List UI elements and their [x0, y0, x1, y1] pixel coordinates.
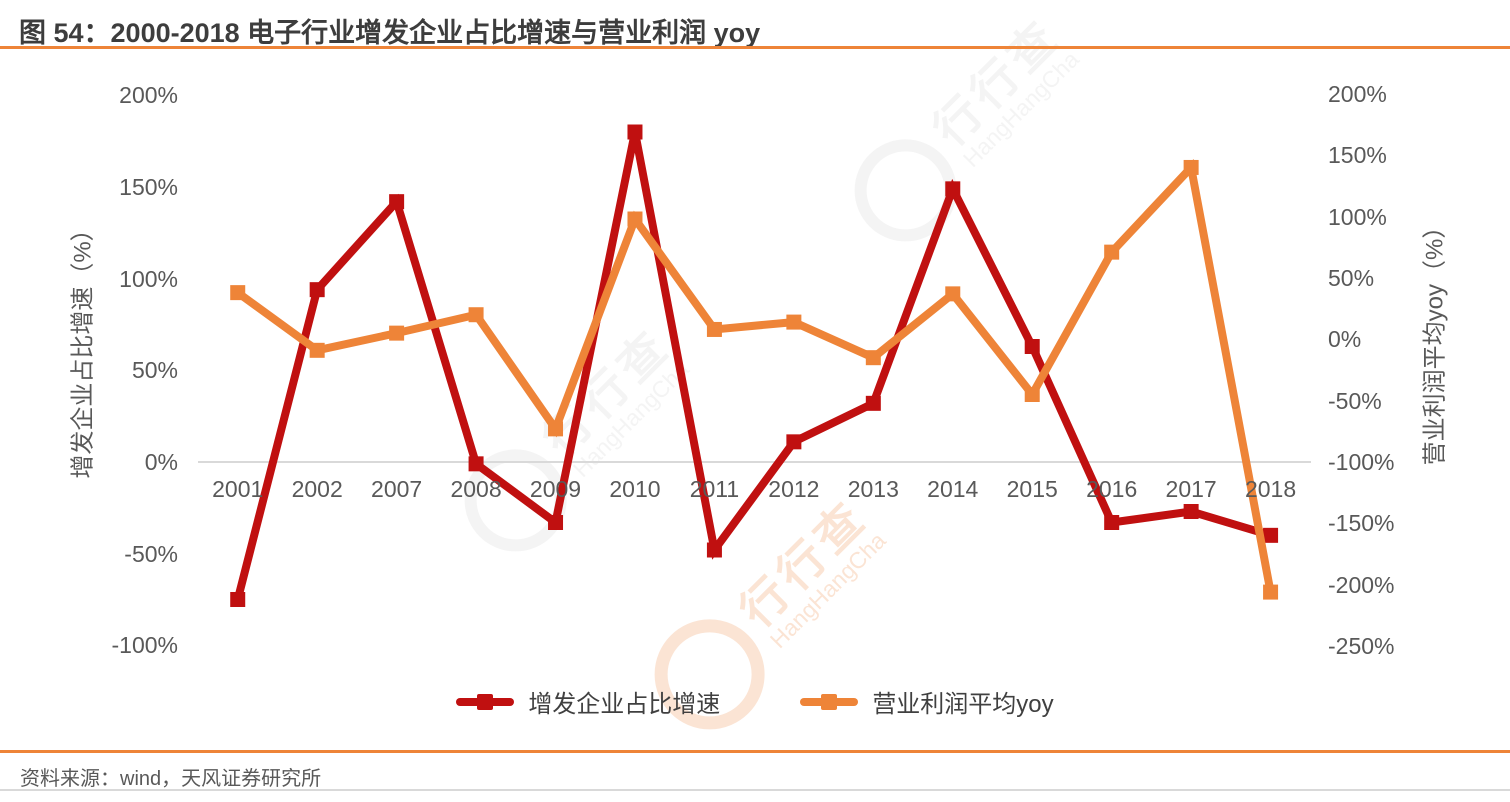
data-point-marker — [945, 286, 961, 302]
x-axis-label: 2014 — [927, 476, 979, 502]
data-point-marker — [230, 592, 246, 607]
right-axis-tick-label: 50% — [1328, 264, 1375, 291]
source-text: 资料来源：wind，天风证券研究所 — [20, 768, 322, 790]
data-point-marker — [548, 421, 564, 437]
x-axis-labels: 2001 2002 2007 2008 2009 2010 2011 2012 2013 2014… — [212, 476, 1297, 502]
left-axis-tick-label: 100% — [119, 265, 178, 292]
data-point-marker — [1024, 387, 1040, 402]
data-point-marker — [945, 181, 961, 197]
x-axis-label: 2010 — [609, 476, 661, 502]
right-axis-tick-label: 100% — [1328, 203, 1387, 230]
data-point-marker — [706, 321, 722, 337]
left-axis-ticks: 200% 150% 100% 50% 0% -50% -100% — [38, 0, 178, 700]
data-point-marker — [627, 211, 643, 227]
data-point-marker — [786, 434, 802, 450]
footer-separator — [0, 750, 1510, 753]
legend-label: 增发企业占比增速 — [528, 691, 721, 718]
data-point-marker — [1263, 584, 1279, 600]
right-axis-title: 营业利润平均yoy（%） — [1421, 214, 1449, 466]
data-point-marker — [865, 350, 881, 366]
data-point-marker — [706, 542, 722, 558]
data-point-marker — [389, 325, 405, 341]
x-axis-label: 2016 — [1086, 476, 1138, 502]
left-axis-tick-label: -100% — [111, 632, 178, 659]
right-axis-tick-label: -100% — [1328, 449, 1395, 475]
left-axis-tick-label: 0% — [144, 449, 178, 475]
title-separator — [0, 46, 1510, 49]
data-point-marker — [627, 124, 643, 140]
right-axis-tick-label: 200% — [1328, 80, 1387, 107]
data-point-marker — [230, 285, 246, 301]
data-point-marker — [468, 307, 484, 323]
x-axis-label: 2013 — [847, 476, 899, 502]
data-point-marker — [548, 515, 564, 530]
legend-marker-icon — [800, 697, 859, 706]
right-axis-ticks: 200% 150% 100% 50% 0% -50% -100% -150% -200% -250… — [1328, 0, 1488, 700]
left-axis-tick-label: 50% — [131, 357, 178, 384]
data-point-marker — [1104, 515, 1120, 530]
right-axis-tick-label: -50% — [1328, 387, 1382, 414]
chart-title: 图 54：2000-2018 电子行业增发企业占比增速与营业利润 yoy — [19, 18, 761, 48]
data-point-marker — [1263, 527, 1279, 543]
data-point-marker — [389, 194, 405, 210]
legend-marker-icon — [456, 697, 515, 706]
data-point-marker — [786, 314, 802, 330]
data-point-marker — [468, 456, 484, 472]
x-axis-label: 2017 — [1165, 476, 1217, 502]
left-axis-title: 增发企业占比增速（%） — [69, 217, 97, 479]
left-axis-tick-label: 200% — [119, 82, 178, 109]
data-point-marker — [1024, 339, 1040, 354]
data-point-marker — [1104, 244, 1120, 260]
x-axis-label: 2011 — [689, 476, 740, 502]
x-axis-label: 2002 — [291, 476, 343, 502]
data-point-marker — [865, 395, 881, 411]
left-axis-tick-label: 150% — [119, 174, 178, 200]
x-axis-label: 2012 — [768, 476, 820, 502]
right-axis-tick-label: -200% — [1328, 571, 1395, 598]
legend: 增发企业占比增速 营业利润平均yoy — [0, 684, 1510, 719]
right-axis-tick-label: -150% — [1328, 510, 1395, 537]
data-point-marker — [1183, 159, 1199, 175]
right-axis-tick-label: 150% — [1328, 142, 1387, 169]
data-point-marker — [1183, 504, 1199, 519]
x-axis-label: 2009 — [529, 476, 582, 502]
legend-item: 增发企业占比增速 — [456, 684, 720, 719]
right-axis-tick-label: -250% — [1328, 633, 1395, 660]
legend-label: 营业利润平均yoy — [872, 691, 1054, 718]
data-point-marker — [309, 282, 325, 298]
bottom-border — [0, 789, 1510, 791]
legend-item: 营业利润平均yoy — [800, 684, 1054, 719]
x-axis-label: 2007 — [371, 476, 423, 502]
data-point-marker — [309, 342, 325, 358]
x-axis-label: 2015 — [1006, 476, 1058, 502]
x-axis-label: 2008 — [450, 476, 502, 502]
x-axis-label: 2018 — [1244, 476, 1297, 502]
right-axis-tick-label: 0% — [1328, 326, 1362, 353]
series-line-0 — [233, 131, 1272, 601]
x-axis-label: 2001 — [212, 476, 264, 502]
left-axis-tick-label: -50% — [124, 540, 178, 567]
line-chart-plot — [198, 124, 1311, 607]
series-line-1 — [235, 158, 1275, 593]
